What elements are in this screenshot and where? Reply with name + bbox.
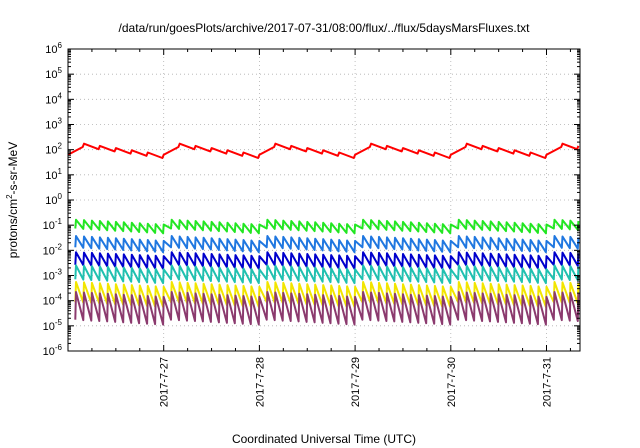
- y-axis: 10-610-510-410-310-210-11001011021031041…: [43, 41, 580, 358]
- y-tick-exponent: -5: [55, 318, 63, 327]
- x-tick-label: 2017-7-28: [254, 357, 266, 407]
- chart-title: /data/run/goesPlots/archive/2017-07-31/0…: [119, 21, 531, 35]
- y-tick-label: 100: [45, 192, 62, 207]
- series-line: [74, 281, 580, 308]
- y-tick-exponent: -1: [55, 217, 63, 226]
- y-tick-base: 10: [43, 346, 55, 358]
- y-axis-label-base: protons/cm: [6, 199, 20, 258]
- series-line: [74, 291, 580, 326]
- y-tick-exponent: -3: [55, 268, 63, 277]
- y-tick-label: 102: [45, 142, 62, 157]
- y-tick-label: 106: [45, 41, 62, 56]
- series-line: [74, 218, 580, 235]
- y-tick-base: 10: [45, 170, 57, 182]
- y-tick-label: 10-3: [43, 268, 63, 283]
- x-axis-label: Coordinated Universal Time (UTC): [232, 432, 416, 446]
- y-tick-exponent: 5: [58, 66, 63, 75]
- series-line: [74, 264, 580, 285]
- y-tick-label: 103: [45, 117, 62, 132]
- y-tick-base: 10: [43, 271, 55, 283]
- y-tick-exponent: -4: [55, 293, 63, 302]
- series-line: [74, 235, 580, 254]
- y-tick-exponent: 0: [58, 192, 63, 201]
- y-axis-label-superscript: 2: [5, 194, 14, 199]
- y-tick-label: 10-5: [43, 318, 63, 333]
- y-tick-base: 10: [45, 44, 57, 56]
- y-tick-label: 104: [45, 91, 62, 106]
- y-tick-base: 10: [43, 245, 55, 257]
- y-tick-exponent: -2: [55, 242, 63, 251]
- series-line: [67, 142, 580, 159]
- x-tick-label: 2017-7-29: [350, 357, 362, 407]
- x-tick-label: 2017-7-27: [159, 357, 171, 407]
- x-axis: 2017-7-27 2017-7-28 2017-7-29 2017-7-30 2017…: [91, 49, 571, 407]
- y-axis-label: protons/cm2-s-sr-MeV: [5, 142, 20, 258]
- y-tick-exponent: 6: [58, 41, 63, 50]
- y-tick-base: 10: [43, 321, 55, 333]
- y-tick-base: 10: [45, 120, 57, 132]
- y-tick-label: 10-2: [43, 242, 63, 257]
- y-tick-base: 10: [45, 195, 57, 207]
- y-tick-label: 105: [45, 66, 62, 81]
- x-tick-label: 2017-7-30: [446, 357, 458, 407]
- y-tick-label: 10-1: [43, 217, 63, 232]
- y-axis-label-unit: -s-sr-MeV: [6, 142, 20, 195]
- y-tick-base: 10: [45, 94, 57, 106]
- y-tick-label: 10-6: [43, 343, 63, 358]
- grid-lines: [68, 49, 580, 351]
- y-tick-base: 10: [43, 296, 55, 308]
- y-tick-base: 10: [45, 69, 57, 81]
- y-tick-exponent: 2: [58, 142, 63, 151]
- x-tick-label: 2017-7-31: [542, 357, 554, 407]
- y-tick-label: 101: [45, 167, 62, 182]
- y-tick-base: 10: [45, 145, 57, 157]
- series-line: [74, 251, 580, 270]
- y-tick-exponent: 3: [58, 117, 63, 126]
- y-tick-exponent: -6: [55, 343, 63, 352]
- y-tick-label: 10-4: [43, 293, 63, 308]
- y-tick-base: 10: [43, 220, 55, 232]
- y-tick-exponent: 4: [58, 91, 63, 100]
- series-lines: [67, 142, 580, 326]
- y-tick-exponent: 1: [58, 167, 63, 176]
